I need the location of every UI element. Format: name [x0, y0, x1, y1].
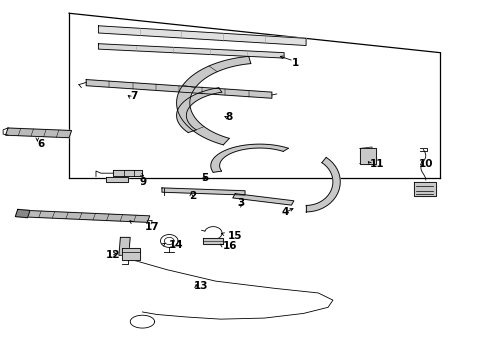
Text: 16: 16 — [223, 241, 238, 251]
Text: 5: 5 — [201, 173, 208, 183]
Polygon shape — [122, 248, 140, 260]
Polygon shape — [176, 57, 251, 145]
Text: 11: 11 — [369, 159, 384, 169]
Text: 3: 3 — [238, 198, 245, 208]
Polygon shape — [306, 157, 340, 212]
Polygon shape — [25, 211, 150, 222]
Polygon shape — [98, 44, 284, 58]
Polygon shape — [176, 88, 222, 132]
Text: 14: 14 — [169, 239, 184, 249]
Polygon shape — [86, 80, 272, 98]
Text: 13: 13 — [194, 281, 208, 291]
Text: 4: 4 — [282, 207, 289, 217]
Polygon shape — [106, 177, 128, 182]
Polygon shape — [113, 170, 143, 176]
Text: 1: 1 — [292, 58, 299, 68]
Text: 8: 8 — [225, 112, 233, 122]
Polygon shape — [360, 148, 376, 164]
Polygon shape — [233, 194, 294, 205]
Polygon shape — [5, 128, 72, 138]
Polygon shape — [414, 182, 436, 196]
Text: 12: 12 — [106, 250, 120, 260]
Text: 15: 15 — [228, 231, 243, 240]
Text: 9: 9 — [140, 177, 147, 187]
Polygon shape — [203, 238, 223, 244]
Text: 10: 10 — [418, 159, 433, 169]
Text: 2: 2 — [189, 191, 196, 201]
Text: 17: 17 — [145, 222, 159, 231]
Text: 7: 7 — [130, 91, 138, 101]
Polygon shape — [119, 237, 130, 255]
Text: 6: 6 — [37, 139, 45, 149]
Polygon shape — [98, 26, 306, 45]
Polygon shape — [15, 210, 30, 218]
Polygon shape — [211, 144, 289, 172]
Polygon shape — [162, 188, 245, 195]
